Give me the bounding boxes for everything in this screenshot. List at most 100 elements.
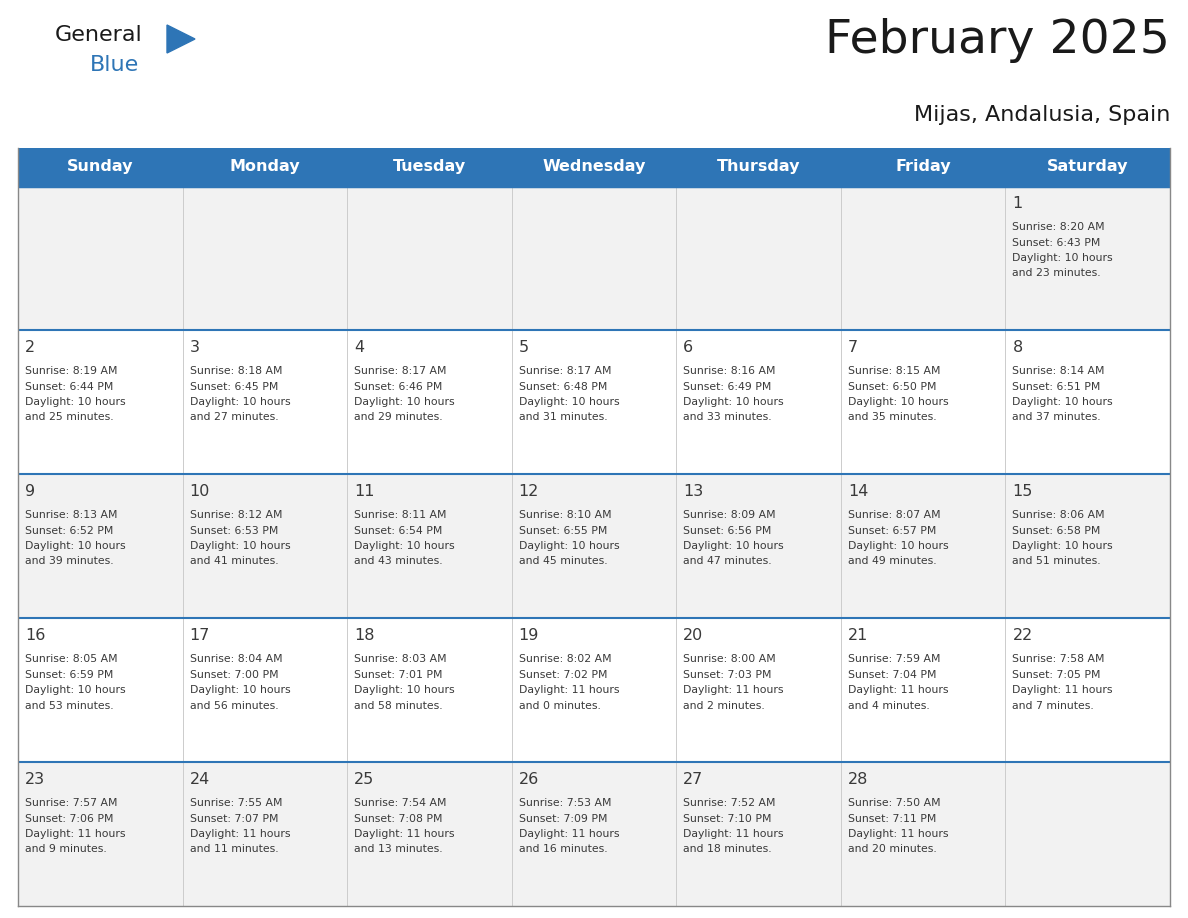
Text: Sunset: 6:49 PM: Sunset: 6:49 PM bbox=[683, 382, 772, 391]
Text: and 47 minutes.: and 47 minutes. bbox=[683, 556, 772, 566]
Text: Daylight: 11 hours: Daylight: 11 hours bbox=[25, 829, 126, 839]
Text: Sunset: 6:57 PM: Sunset: 6:57 PM bbox=[848, 525, 936, 535]
Text: Sunset: 6:59 PM: Sunset: 6:59 PM bbox=[25, 669, 113, 679]
Text: Sunrise: 8:09 AM: Sunrise: 8:09 AM bbox=[683, 510, 776, 520]
Text: 6: 6 bbox=[683, 340, 694, 355]
Text: and 16 minutes.: and 16 minutes. bbox=[519, 845, 607, 855]
Text: Sunset: 7:03 PM: Sunset: 7:03 PM bbox=[683, 669, 772, 679]
Text: 20: 20 bbox=[683, 628, 703, 643]
Text: Sunrise: 8:11 AM: Sunrise: 8:11 AM bbox=[354, 510, 447, 520]
Text: Daylight: 10 hours: Daylight: 10 hours bbox=[683, 541, 784, 551]
Bar bbox=[18, 618, 1170, 762]
Text: Sunset: 7:07 PM: Sunset: 7:07 PM bbox=[190, 813, 278, 823]
Text: and 49 minutes.: and 49 minutes. bbox=[848, 556, 936, 566]
Text: 16: 16 bbox=[25, 628, 45, 643]
Text: Saturday: Saturday bbox=[1047, 160, 1129, 174]
Text: Sunrise: 8:17 AM: Sunrise: 8:17 AM bbox=[354, 366, 447, 376]
Text: 25: 25 bbox=[354, 772, 374, 787]
Text: and 56 minutes.: and 56 minutes. bbox=[190, 700, 278, 711]
Text: Daylight: 11 hours: Daylight: 11 hours bbox=[1012, 685, 1113, 695]
Text: Sunrise: 8:19 AM: Sunrise: 8:19 AM bbox=[25, 366, 118, 376]
Text: and 20 minutes.: and 20 minutes. bbox=[848, 845, 936, 855]
Text: Sunset: 6:54 PM: Sunset: 6:54 PM bbox=[354, 525, 442, 535]
Text: Sunset: 6:52 PM: Sunset: 6:52 PM bbox=[25, 525, 113, 535]
Text: Daylight: 11 hours: Daylight: 11 hours bbox=[190, 829, 290, 839]
Text: and 35 minutes.: and 35 minutes. bbox=[848, 412, 936, 422]
Text: Monday: Monday bbox=[229, 160, 301, 174]
Text: 23: 23 bbox=[25, 772, 45, 787]
Text: Daylight: 10 hours: Daylight: 10 hours bbox=[1012, 541, 1113, 551]
Text: Sunset: 6:55 PM: Sunset: 6:55 PM bbox=[519, 525, 607, 535]
Text: Sunset: 7:02 PM: Sunset: 7:02 PM bbox=[519, 669, 607, 679]
Text: Sunrise: 7:57 AM: Sunrise: 7:57 AM bbox=[25, 798, 118, 808]
Text: and 27 minutes.: and 27 minutes. bbox=[190, 412, 278, 422]
Text: and 43 minutes.: and 43 minutes. bbox=[354, 556, 443, 566]
Text: Sunrise: 8:04 AM: Sunrise: 8:04 AM bbox=[190, 654, 283, 664]
Text: Sunset: 6:48 PM: Sunset: 6:48 PM bbox=[519, 382, 607, 391]
Text: Sunset: 7:05 PM: Sunset: 7:05 PM bbox=[1012, 669, 1101, 679]
Text: 4: 4 bbox=[354, 340, 365, 355]
Text: 24: 24 bbox=[190, 772, 210, 787]
Text: February 2025: February 2025 bbox=[826, 18, 1170, 63]
Text: Daylight: 10 hours: Daylight: 10 hours bbox=[1012, 253, 1113, 263]
Text: Daylight: 10 hours: Daylight: 10 hours bbox=[190, 685, 290, 695]
Text: Sunset: 6:43 PM: Sunset: 6:43 PM bbox=[1012, 238, 1101, 248]
Text: Sunset: 6:45 PM: Sunset: 6:45 PM bbox=[190, 382, 278, 391]
Text: Wednesday: Wednesday bbox=[542, 160, 646, 174]
Text: Sunrise: 8:02 AM: Sunrise: 8:02 AM bbox=[519, 654, 612, 664]
Text: Daylight: 10 hours: Daylight: 10 hours bbox=[519, 541, 619, 551]
Text: Daylight: 11 hours: Daylight: 11 hours bbox=[354, 829, 455, 839]
Text: Sunrise: 8:13 AM: Sunrise: 8:13 AM bbox=[25, 510, 118, 520]
Text: Sunset: 6:46 PM: Sunset: 6:46 PM bbox=[354, 382, 442, 391]
Polygon shape bbox=[168, 25, 195, 53]
Text: 27: 27 bbox=[683, 772, 703, 787]
Text: Sunset: 6:44 PM: Sunset: 6:44 PM bbox=[25, 382, 113, 391]
Text: 9: 9 bbox=[25, 484, 36, 499]
Text: 17: 17 bbox=[190, 628, 210, 643]
Text: and 45 minutes.: and 45 minutes. bbox=[519, 556, 607, 566]
Text: Daylight: 10 hours: Daylight: 10 hours bbox=[25, 685, 126, 695]
Text: and 7 minutes.: and 7 minutes. bbox=[1012, 700, 1094, 711]
Text: Sunrise: 8:12 AM: Sunrise: 8:12 AM bbox=[190, 510, 282, 520]
Text: Sunset: 6:56 PM: Sunset: 6:56 PM bbox=[683, 525, 772, 535]
Text: Sunrise: 8:00 AM: Sunrise: 8:00 AM bbox=[683, 654, 776, 664]
Text: 5: 5 bbox=[519, 340, 529, 355]
Text: and 25 minutes.: and 25 minutes. bbox=[25, 412, 114, 422]
Text: Tuesday: Tuesday bbox=[393, 160, 466, 174]
Text: and 39 minutes.: and 39 minutes. bbox=[25, 556, 114, 566]
Text: and 41 minutes.: and 41 minutes. bbox=[190, 556, 278, 566]
Text: Thursday: Thursday bbox=[716, 160, 801, 174]
Text: 22: 22 bbox=[1012, 628, 1032, 643]
Text: Sunrise: 8:15 AM: Sunrise: 8:15 AM bbox=[848, 366, 941, 376]
Text: Sunrise: 7:50 AM: Sunrise: 7:50 AM bbox=[848, 798, 941, 808]
Text: Sunset: 7:04 PM: Sunset: 7:04 PM bbox=[848, 669, 936, 679]
Text: Sunset: 7:08 PM: Sunset: 7:08 PM bbox=[354, 813, 443, 823]
Bar bbox=[18, 474, 1170, 618]
Text: Sunset: 6:53 PM: Sunset: 6:53 PM bbox=[190, 525, 278, 535]
Text: Daylight: 10 hours: Daylight: 10 hours bbox=[25, 541, 126, 551]
Text: and 29 minutes.: and 29 minutes. bbox=[354, 412, 443, 422]
Text: Sunrise: 7:55 AM: Sunrise: 7:55 AM bbox=[190, 798, 282, 808]
Text: Mijas, Andalusia, Spain: Mijas, Andalusia, Spain bbox=[914, 105, 1170, 125]
Text: 18: 18 bbox=[354, 628, 374, 643]
Text: and 18 minutes.: and 18 minutes. bbox=[683, 845, 772, 855]
Text: 10: 10 bbox=[190, 484, 210, 499]
Text: and 37 minutes.: and 37 minutes. bbox=[1012, 412, 1101, 422]
Bar bbox=[18, 762, 1170, 906]
Text: Sunrise: 7:58 AM: Sunrise: 7:58 AM bbox=[1012, 654, 1105, 664]
Text: Daylight: 11 hours: Daylight: 11 hours bbox=[519, 829, 619, 839]
Text: Daylight: 11 hours: Daylight: 11 hours bbox=[848, 829, 948, 839]
Bar bbox=[18, 186, 1170, 330]
Text: Daylight: 10 hours: Daylight: 10 hours bbox=[190, 397, 290, 407]
Text: Sunrise: 8:20 AM: Sunrise: 8:20 AM bbox=[1012, 222, 1105, 232]
Text: Sunrise: 8:05 AM: Sunrise: 8:05 AM bbox=[25, 654, 118, 664]
Text: 12: 12 bbox=[519, 484, 539, 499]
Text: 21: 21 bbox=[848, 628, 868, 643]
Text: Sunday: Sunday bbox=[67, 160, 133, 174]
Text: Daylight: 11 hours: Daylight: 11 hours bbox=[683, 829, 784, 839]
Text: General: General bbox=[55, 25, 143, 45]
Text: Sunset: 6:58 PM: Sunset: 6:58 PM bbox=[1012, 525, 1101, 535]
Text: Daylight: 10 hours: Daylight: 10 hours bbox=[354, 541, 455, 551]
Text: 11: 11 bbox=[354, 484, 374, 499]
Text: 14: 14 bbox=[848, 484, 868, 499]
